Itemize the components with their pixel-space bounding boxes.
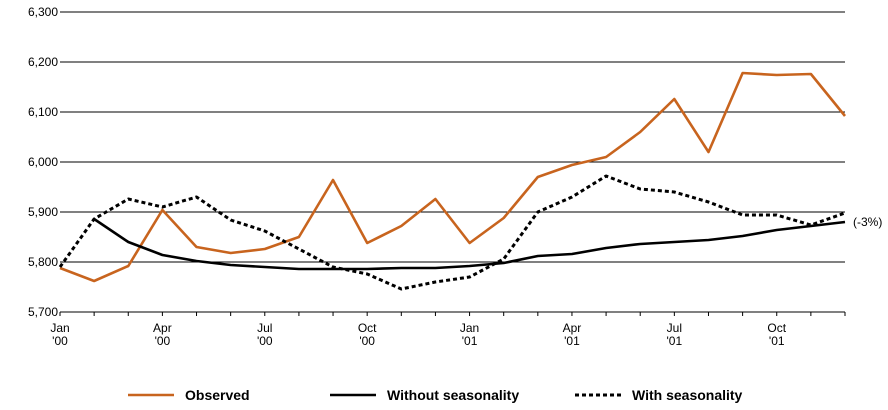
y-tick-label: 5,900 — [28, 205, 58, 219]
y-tick-label: 6,100 — [28, 105, 58, 119]
y-tick-label: 5,800 — [28, 255, 58, 269]
y-tick-label: 6,200 — [28, 55, 58, 69]
x-tick-label: Jul '01 — [667, 321, 683, 348]
x-tick-label: Oct '01 — [767, 321, 786, 348]
x-tick-label: Jan '01 — [460, 321, 479, 348]
series-line — [93, 217, 846, 271]
y-tick-label: 6,300 — [28, 5, 58, 19]
x-tick-label: Jan '00 — [50, 321, 69, 348]
legend-text: With seasonality — [632, 387, 743, 403]
x-tick-label: Jul '00 — [257, 321, 273, 348]
legend-text: Without seasonality — [387, 387, 519, 403]
series-line — [58, 174, 846, 291]
x-tick-label: Apr '00 — [153, 321, 172, 348]
y-tick-label: 6,000 — [28, 155, 58, 169]
annotation: (-3%) — [853, 215, 882, 229]
x-tick-label: Oct '00 — [358, 321, 377, 348]
series-line — [59, 71, 847, 283]
y-tick-label: 5,700 — [28, 305, 58, 319]
legend-text: Observed — [185, 387, 250, 403]
x-tick-label: Apr '01 — [563, 321, 582, 348]
